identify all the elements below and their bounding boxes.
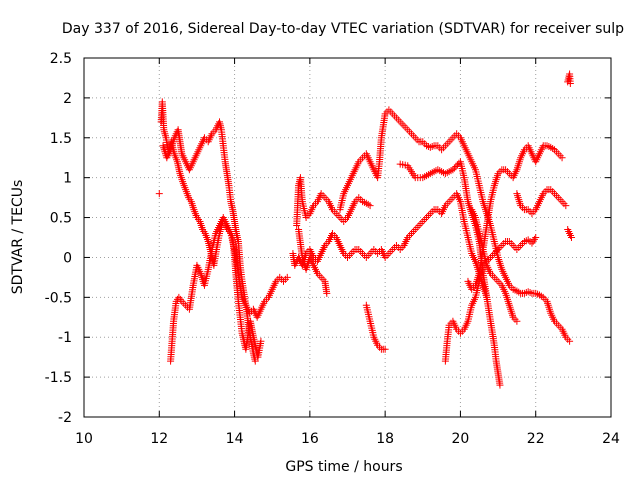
x-tick-label: 24 [602,431,620,447]
y-tick-label: 2.5 [50,51,72,67]
y-tick-label: -0.5 [45,290,72,306]
y-tick-label: 0 [63,250,72,266]
y-tick-label: -2 [58,410,72,426]
data-point-track-i [450,164,458,172]
data-point-track-f [323,289,331,297]
axis-ticks: 10 12 14 16 18 20 22 24 -2 -1.5 -1 -0.5 0 0.5 1 1.5 2 2.5 [45,51,620,447]
x-tick-label: 16 [301,431,319,447]
x-tick-label: 14 [226,431,244,447]
data-marks [155,70,575,389]
x-axis-label: GPS time / hours [285,459,402,475]
data-point-track-h [381,345,389,353]
y-tick-label: 1 [63,171,72,187]
data-point-track-a [257,337,265,345]
x-tick-label: 10 [75,431,93,447]
data-point-track-a [155,190,163,198]
data-point-track-i [453,161,461,169]
data-point-track-j [532,234,540,241]
x-tick-label: 22 [527,431,545,447]
data-point-track-g [566,337,574,345]
data-point-track-e [366,202,374,210]
x-tick-label: 18 [376,431,394,447]
chart-title: Day 337 of 2016, Sidereal Day-to-day VTE… [62,21,624,37]
data-point-track-k [558,154,566,162]
data-point-track-c [251,357,259,365]
x-tick-label: 12 [150,431,168,447]
y-axis-label: SDTVAR / TECUs [10,180,26,295]
x-tick-label: 20 [452,431,470,447]
y-tick-label: 2 [63,91,72,107]
y-tick-label: -1.5 [45,370,72,386]
y-tick-label: -1 [58,330,72,346]
data-point-track-n [567,234,575,241]
plot-frame [83,57,612,418]
data-point-track-l [513,317,521,325]
data-point-track-m [562,202,570,210]
y-tick-label: 0.5 [50,211,72,227]
data-point-track-b [283,273,291,281]
data-point-track-i [496,381,504,389]
data-point-track-n [566,80,574,88]
data-point-track-i [449,166,457,174]
y-tick-label: 1.5 [50,131,72,147]
